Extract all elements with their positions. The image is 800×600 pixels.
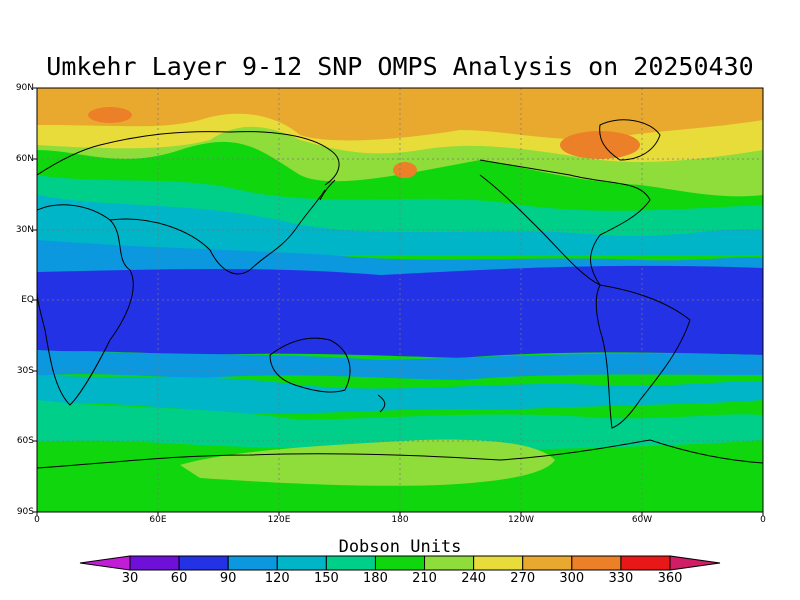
contour-band-90-tropics bbox=[37, 265, 763, 358]
contour-band-330-spot bbox=[393, 162, 417, 178]
y-tick-label: 60S bbox=[16, 436, 34, 446]
colorbar-level-label: 240 bbox=[461, 571, 487, 586]
contour-band-330-spot bbox=[560, 131, 640, 159]
colorbar-swatch bbox=[571, 555, 622, 571]
colorbar-level-label: 300 bbox=[559, 571, 585, 586]
colorbar-swatch bbox=[620, 555, 671, 571]
colorbar-level-label: 120 bbox=[264, 571, 290, 586]
colorbar-level-label: 330 bbox=[608, 571, 634, 586]
map-title: Umkehr Layer 9-12 SNP OMPS Analysis on 2… bbox=[46, 52, 754, 81]
x-tick-label: 0 bbox=[760, 515, 766, 525]
colorbar-level-label: 210 bbox=[412, 571, 437, 586]
colorbar-level-label: 90 bbox=[219, 571, 237, 586]
colorbar-level-label: 150 bbox=[313, 571, 339, 586]
contour-band-330-spot bbox=[88, 107, 132, 123]
colorbar-level-label: 360 bbox=[657, 571, 683, 586]
contour-band-240-south bbox=[180, 439, 555, 486]
colorbar-swatch bbox=[276, 555, 327, 571]
y-tick-label: 90S bbox=[16, 507, 34, 517]
colorbar-swatch bbox=[129, 555, 180, 571]
colorbar-title: Dobson Units bbox=[338, 537, 462, 557]
x-tick-label: 120E bbox=[267, 515, 291, 525]
colorbar-swatch bbox=[227, 555, 278, 571]
y-tick-label: EQ bbox=[21, 295, 34, 305]
contour-band-150-north bbox=[37, 195, 763, 255]
colorbar-arrow-high bbox=[669, 555, 721, 571]
colorbar-level-label: 180 bbox=[363, 571, 388, 586]
x-tick-label: 0 bbox=[34, 515, 40, 525]
contour-band-120-north bbox=[37, 240, 763, 275]
colorbar-swatch bbox=[325, 555, 376, 571]
x-tick-label: 180 bbox=[391, 515, 409, 525]
y-tick-label: 90N bbox=[15, 83, 34, 93]
colorbar-swatch bbox=[473, 555, 524, 571]
y-tick-label: 60N bbox=[15, 154, 34, 164]
colorbar-level-label: 270 bbox=[510, 571, 536, 586]
x-tick-label: 60W bbox=[631, 515, 653, 525]
colorbar bbox=[79, 555, 721, 571]
x-tick-label: 120W bbox=[507, 515, 535, 525]
colorbar-swatch bbox=[374, 555, 426, 571]
colorbar-swatch bbox=[522, 555, 573, 571]
colorbar-level-label: 60 bbox=[170, 571, 188, 586]
colorbar-arrow-low bbox=[79, 555, 131, 571]
y-tick-label: 30N bbox=[15, 225, 34, 235]
colorbar-level-label: 30 bbox=[121, 571, 139, 586]
colorbar-swatch bbox=[424, 555, 475, 571]
y-tick-label: 30S bbox=[16, 366, 34, 376]
x-tick-label: 60E bbox=[149, 515, 167, 525]
coastlines bbox=[37, 119, 763, 469]
colorbar-swatch bbox=[178, 555, 229, 571]
